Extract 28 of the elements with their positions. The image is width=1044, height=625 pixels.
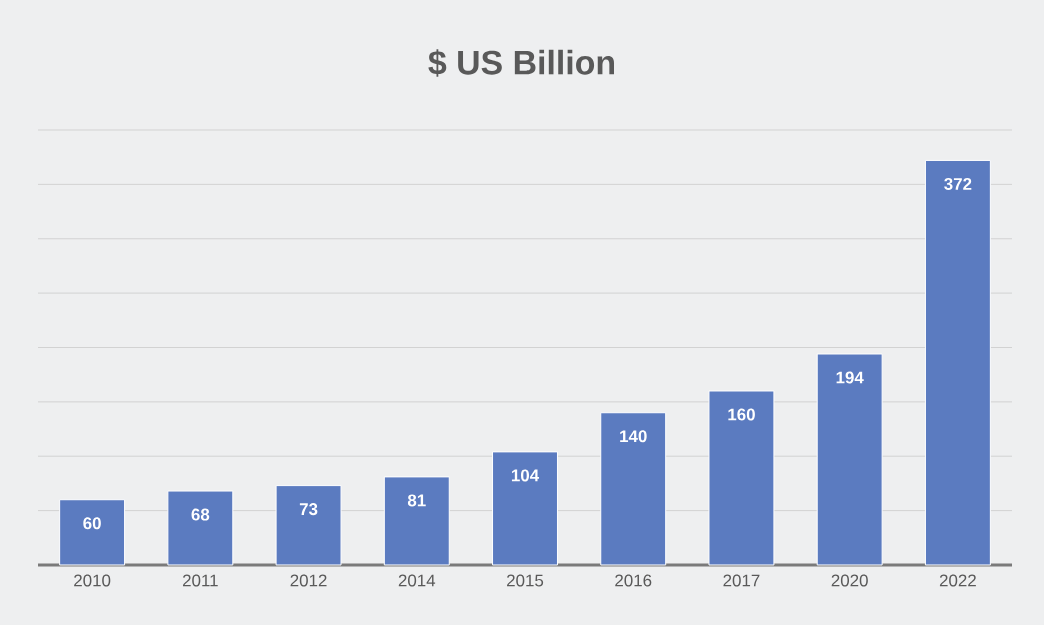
bar	[708, 390, 775, 566]
bar	[275, 485, 342, 566]
x-tick-label: 2014	[398, 574, 436, 587]
data-label: 194	[836, 371, 864, 384]
x-tick-label: 2012	[290, 574, 327, 587]
bar	[59, 499, 126, 566]
data-label: 160	[728, 408, 755, 421]
x-tick-label: 2015	[507, 574, 544, 587]
data-label: 68	[191, 508, 210, 521]
data-label: 140	[620, 430, 647, 443]
bar	[816, 353, 883, 566]
x-tick-label: 2017	[723, 574, 760, 587]
data-label: 372	[944, 177, 972, 190]
data-label: 73	[299, 503, 318, 516]
chart-title: $ US Billion	[428, 49, 614, 77]
x-tick-label: 2016	[615, 574, 652, 587]
data-label: 81	[407, 494, 426, 507]
bar	[167, 490, 234, 566]
data-label: 104	[511, 469, 540, 482]
data-label: 60	[83, 517, 101, 530]
bar	[924, 159, 991, 566]
x-tick-label: 2010	[74, 574, 111, 587]
x-tick-label: 2011	[182, 574, 218, 587]
bar	[600, 412, 667, 566]
x-tick-label: 2022	[939, 574, 976, 587]
bar	[492, 451, 558, 566]
bar	[383, 476, 450, 566]
x-tick-label: 2020	[831, 574, 868, 587]
